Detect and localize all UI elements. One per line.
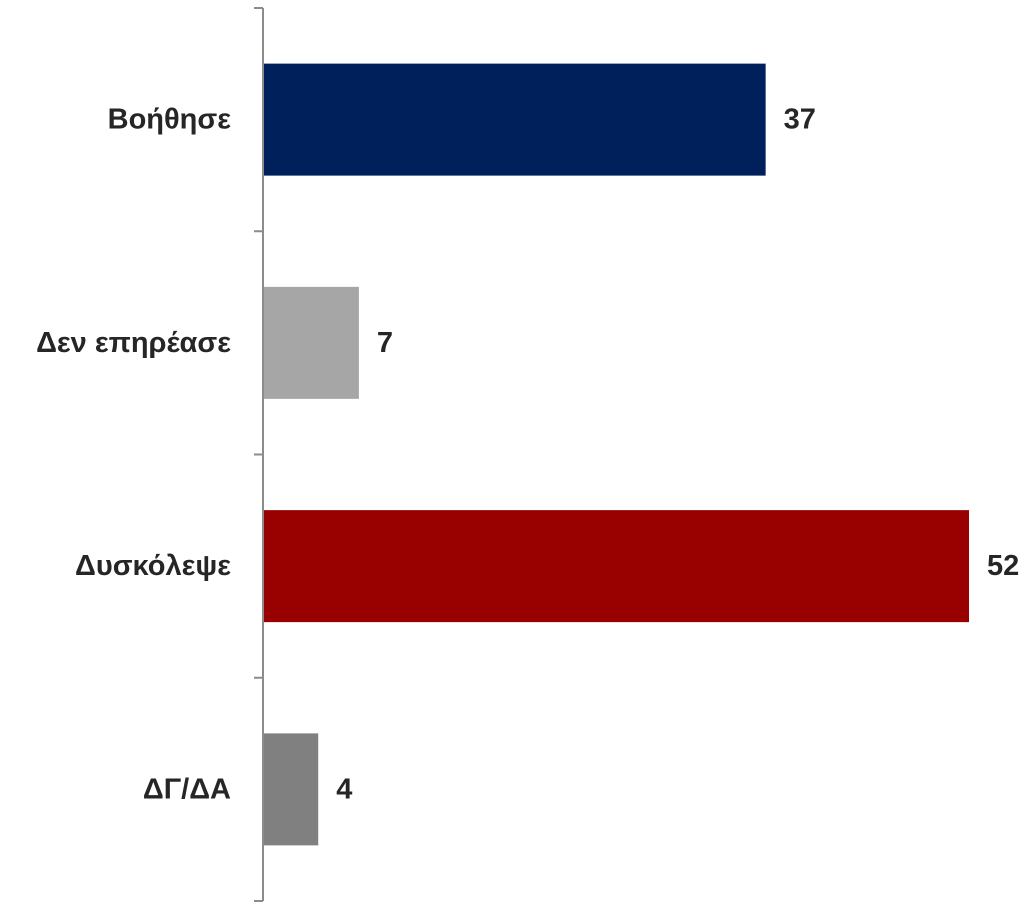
value-labels: 37 7 52 4	[336, 104, 1019, 806]
category-label: Δεν επηρέασε	[36, 327, 231, 359]
category-label: Βοήθησε	[108, 104, 232, 136]
category-label: Δυσκόλεψε	[75, 550, 231, 582]
value-label: 4	[336, 773, 352, 805]
category-axis	[254, 7, 264, 902]
value-label: 7	[377, 327, 393, 359]
bar	[264, 63, 766, 176]
bar	[264, 510, 969, 623]
bars	[264, 63, 969, 846]
category-labels: Βοήθησε Δεν επηρέασε Δυσκόλεψε ΔΓ/ΔΑ	[36, 104, 231, 806]
value-label: 52	[987, 550, 1019, 582]
category-label: ΔΓ/ΔΑ	[143, 773, 231, 805]
bar	[264, 733, 319, 846]
value-label: 37	[784, 104, 816, 136]
bar	[264, 286, 359, 399]
